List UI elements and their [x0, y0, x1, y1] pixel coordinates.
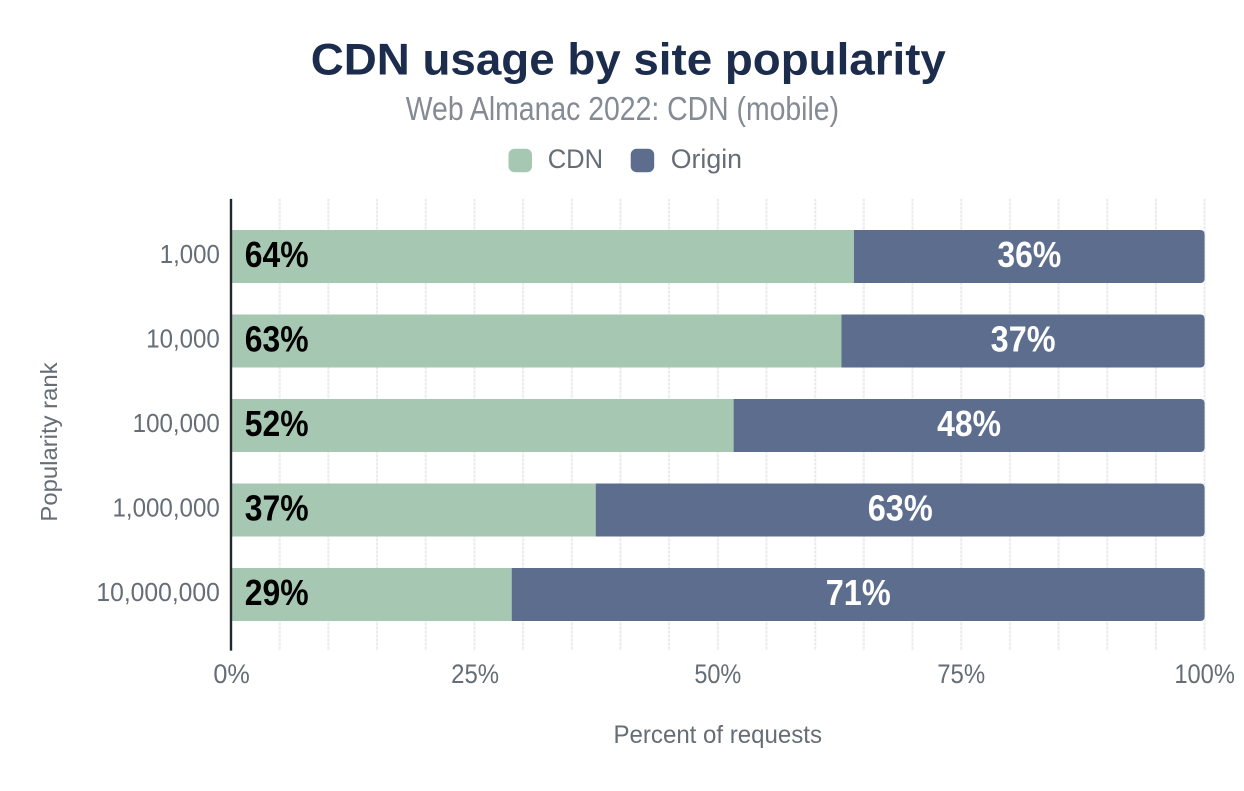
- svg-text:Percent of requests: Percent of requests: [614, 722, 822, 750]
- svg-text:50%: 50%: [694, 659, 741, 689]
- svg-text:63%: 63%: [868, 489, 933, 529]
- svg-text:Origin: Origin: [671, 144, 742, 174]
- svg-text:29%: 29%: [245, 573, 309, 613]
- svg-text:37%: 37%: [991, 320, 1056, 360]
- svg-text:37%: 37%: [245, 489, 309, 529]
- svg-text:36%: 36%: [997, 235, 1061, 275]
- svg-text:71%: 71%: [826, 573, 891, 613]
- svg-text:10,000: 10,000: [146, 325, 220, 354]
- svg-text:64%: 64%: [245, 235, 309, 275]
- svg-text:1,000: 1,000: [160, 240, 220, 269]
- svg-text:100,000: 100,000: [133, 409, 220, 438]
- svg-text:Web Almanac 2022: CDN (mobile): Web Almanac 2022: CDN (mobile): [406, 90, 839, 128]
- svg-text:10,000,000: 10,000,000: [96, 579, 219, 608]
- svg-text:Popularity rank: Popularity rank: [36, 362, 62, 522]
- svg-text:52%: 52%: [245, 404, 309, 444]
- svg-text:0%: 0%: [213, 658, 249, 689]
- svg-text:25%: 25%: [451, 660, 499, 690]
- svg-text:100%: 100%: [1174, 660, 1234, 690]
- svg-text:1,000,000: 1,000,000: [112, 494, 219, 523]
- svg-text:CDN: CDN: [548, 143, 603, 174]
- svg-text:48%: 48%: [937, 404, 1001, 444]
- svg-text:CDN usage by site popularity: CDN usage by site popularity: [311, 34, 946, 84]
- svg-text:63%: 63%: [245, 320, 309, 360]
- svg-text:75%: 75%: [937, 660, 985, 690]
